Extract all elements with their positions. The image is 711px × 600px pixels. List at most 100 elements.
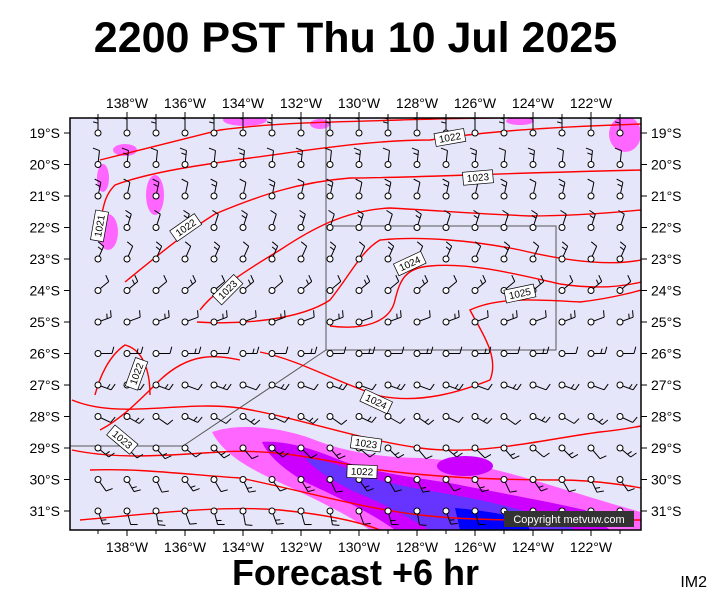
- lat-label-right: 24°S: [651, 283, 682, 299]
- wind-barb: [558, 274, 574, 294]
- wind-barb: [384, 476, 402, 493]
- wind-barb: [123, 178, 131, 200]
- wind-barb: [123, 507, 138, 526]
- wind-barb: [616, 209, 625, 231]
- wind-barb: [181, 310, 199, 326]
- wind-barb: [616, 178, 624, 200]
- wind-barb: [326, 413, 348, 425]
- wind-barb: [616, 381, 638, 391]
- wind-barb: [94, 507, 110, 525]
- wind-barb: [239, 178, 247, 200]
- wind-barb: [152, 346, 173, 357]
- wind-barb: [529, 381, 551, 391]
- wind-barb: [384, 209, 393, 231]
- wind-barb: [152, 507, 166, 526]
- lon-label-bottom: 138°W: [106, 539, 149, 555]
- wind-barb: [123, 413, 145, 424]
- wind-barb: [239, 346, 260, 357]
- wind-barb: [268, 310, 286, 326]
- wind-barb: [268, 346, 289, 357]
- wind-barb: [587, 476, 604, 493]
- lat-label-left: 25°S: [29, 314, 60, 330]
- lat-label-right: 29°S: [651, 440, 682, 456]
- wind-barb: [150, 147, 160, 168]
- isobar-line: [94, 344, 151, 396]
- isobar-line: [329, 264, 641, 328]
- wind-barb: [471, 413, 493, 424]
- wind-barb: [529, 444, 550, 458]
- wind-barb: [210, 413, 232, 424]
- wind-barb: [297, 241, 308, 263]
- lon-label-bottom: 130°W: [338, 539, 381, 555]
- lon-label-bottom: 128°W: [396, 539, 439, 555]
- wind-barb: [268, 241, 279, 263]
- isobar-line: [99, 356, 241, 431]
- wind-barb: [239, 476, 256, 493]
- wind-barb: [179, 147, 189, 168]
- wind-barb: [239, 413, 261, 425]
- copyright-text: Copyright metvuw.com: [513, 514, 624, 526]
- isobar-line: [99, 118, 553, 161]
- wind-barb: [210, 444, 231, 459]
- wind-barb: [181, 274, 197, 294]
- wind-barb: [179, 118, 189, 137]
- wind-barb: [529, 310, 547, 326]
- rain-area: [310, 119, 330, 129]
- copyright-box: [504, 511, 634, 527]
- lon-label-top: 130°W: [338, 95, 381, 111]
- wind-barb: [355, 413, 377, 423]
- wind-barb: [239, 241, 250, 263]
- wind-barb: [181, 381, 203, 391]
- wind-barb: [123, 310, 141, 326]
- wind-barb: [326, 346, 347, 357]
- forecast-label: Forecast +6 hr: [231, 552, 480, 593]
- lon-label-bottom: 122°W: [570, 539, 613, 555]
- wind-barb: [297, 507, 312, 526]
- wind-barb: [210, 507, 225, 526]
- lon-label-top: 122°W: [570, 95, 613, 111]
- wind-barb: [558, 241, 569, 263]
- lat-label-left: 19°S: [29, 125, 60, 141]
- wind-barb: [500, 310, 518, 326]
- wind-barb: [355, 274, 371, 294]
- wind-barb: [587, 274, 603, 294]
- wind-barb: [469, 147, 479, 168]
- wind-barb: [239, 381, 261, 391]
- wind-barb: [210, 346, 231, 357]
- wind-barb: [268, 178, 276, 200]
- wind-barb: [210, 178, 218, 200]
- wind-barb: [326, 476, 343, 493]
- wind-barb: [268, 381, 290, 391]
- wind-barb: [123, 274, 139, 294]
- isobar-label: 1022: [351, 467, 374, 479]
- wind-barb: [616, 413, 638, 423]
- wind-barb: [413, 209, 422, 231]
- wind-barb: [384, 507, 399, 526]
- wind-barb: [152, 209, 161, 231]
- wind-barb: [266, 147, 276, 168]
- wind-barb: [181, 476, 200, 492]
- lon-label-bottom: 136°W: [164, 539, 207, 555]
- wind-barb: [268, 444, 289, 458]
- wind-barb: [471, 507, 486, 526]
- wind-barb: [181, 346, 202, 357]
- wind-barb: [355, 178, 363, 200]
- wind-barb: [558, 178, 566, 200]
- wind-barb: [616, 476, 635, 492]
- isobar-label: 1023: [466, 172, 490, 185]
- isobar-line: [199, 207, 641, 311]
- rain-area: [609, 118, 641, 152]
- wind-barb: [297, 413, 319, 424]
- wind-barb: [208, 147, 218, 168]
- wind-barb: [297, 274, 313, 294]
- wind-barb: [152, 274, 168, 294]
- wind-barb: [123, 346, 144, 357]
- rain-area: [506, 118, 534, 125]
- wind-barb: [558, 444, 579, 459]
- wind-barb: [529, 209, 538, 231]
- wind-barb: [413, 381, 435, 391]
- wind-barb: [152, 476, 169, 493]
- wind-barb: [210, 381, 232, 391]
- wind-barb: [558, 310, 576, 326]
